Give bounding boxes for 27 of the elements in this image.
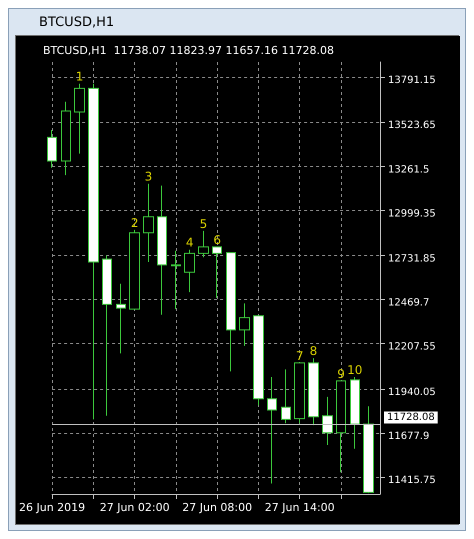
annotation: 4 bbox=[186, 236, 194, 250]
annotation: 6 bbox=[213, 232, 222, 247]
annotation: 7 bbox=[296, 348, 304, 363]
ref-line-label: 11728.08 bbox=[387, 412, 435, 423]
y-tick-label: 12207.55 bbox=[388, 342, 436, 353]
x-tick-label: 27 Jun 08:00 bbox=[182, 501, 252, 514]
annotation: 3 bbox=[144, 170, 152, 184]
y-tick-label: 12731.85 bbox=[388, 253, 436, 264]
y-tick-label: 13791.15 bbox=[388, 75, 436, 86]
y-tick-label: 11415.75 bbox=[388, 475, 436, 486]
y-tick-label: 11940.05 bbox=[388, 386, 436, 398]
annotation: 8 bbox=[310, 344, 318, 358]
annotation: 9 bbox=[337, 366, 345, 381]
x-tick-label: 26 Jun 2019 bbox=[19, 501, 86, 514]
y-tick-label: 12999.35 bbox=[388, 208, 436, 220]
y-tick-label: 13261.5 bbox=[388, 164, 430, 176]
chart-subtitle: BTCUSD,H1 11738.07 11823.97 11657.16 11728.08 bbox=[43, 44, 334, 57]
chart-title: BTCUSD,H1 bbox=[38, 14, 116, 32]
y-tick-label: 12469.7 bbox=[388, 298, 430, 309]
y-tick-label: 11677.9 bbox=[388, 430, 430, 442]
y-tick-label: 13523.65 bbox=[388, 120, 436, 132]
annotation: 5 bbox=[200, 216, 208, 231]
annotation: 10 bbox=[347, 362, 362, 377]
annotation: 2 bbox=[130, 216, 138, 230]
x-tick-label: 27 Jun 14:00 bbox=[264, 501, 335, 514]
x-tick-label: 27 Jun 02:00 bbox=[100, 501, 170, 514]
annotation: 1 bbox=[76, 70, 84, 84]
